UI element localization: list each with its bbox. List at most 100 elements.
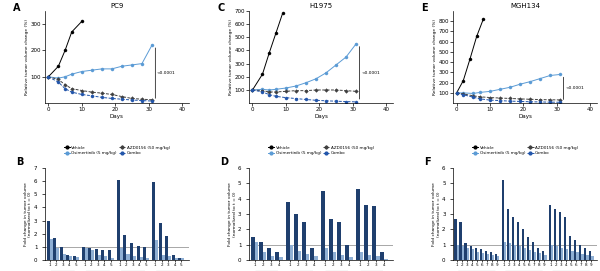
Bar [337,222,341,260]
Bar [472,249,474,260]
Bar [556,246,559,260]
Bar [88,248,91,260]
Bar [133,256,136,260]
Y-axis label: Relative tumor volume change (%): Relative tumor volume change (%) [229,19,233,95]
Bar [251,237,255,260]
Bar [581,254,584,260]
Bar [165,236,168,260]
Bar [175,257,178,260]
Bar [506,209,509,260]
Bar [356,189,360,260]
Bar [566,249,568,260]
Bar [140,257,143,260]
Bar [294,214,298,260]
Bar [569,235,571,260]
Bar [117,180,120,260]
Bar [376,256,380,260]
Bar [298,251,301,260]
Bar [586,255,589,260]
Bar [559,212,561,260]
Bar [548,205,551,260]
Bar [111,257,114,260]
Bar [542,251,544,260]
Bar [579,245,581,260]
Bar [492,255,494,260]
Bar [286,202,290,260]
Bar [47,221,50,260]
Bar [360,253,364,260]
Bar [502,180,504,260]
Bar [146,257,149,260]
X-axis label: Days: Days [110,114,124,119]
Bar [275,253,279,260]
Bar [158,223,161,260]
Bar [477,252,479,260]
Title: MGH134: MGH134 [510,3,540,9]
Bar [267,248,271,260]
Legend: Vehicle, Osimertinib (5 mg/kg), AZD0156 (50 mg/kg), Combo: Vehicle, Osimertinib (5 mg/kg), AZD0156 … [62,144,172,157]
Text: C: C [218,4,225,14]
Bar [143,247,146,260]
Bar [517,222,519,260]
Bar [592,256,593,260]
Text: D: D [220,157,229,167]
Bar [172,255,175,260]
Bar [479,249,482,260]
Bar [50,239,53,260]
Text: A: A [13,4,21,14]
Y-axis label: Fold change in tumor volume
(normalized to t = 0): Fold change in tumor volume (normalized … [228,182,236,246]
Bar [485,251,487,260]
Bar [494,254,497,260]
Bar [255,242,259,260]
Bar [564,217,566,260]
Bar [181,258,184,260]
Bar [76,257,79,260]
Bar [504,242,506,260]
Title: PC9: PC9 [110,3,124,9]
Bar [127,254,130,260]
Bar [59,247,62,260]
Text: B: B [16,157,23,167]
Bar [467,248,469,260]
Bar [544,255,547,260]
Bar [521,229,524,260]
Bar [168,256,171,260]
Bar [529,250,532,260]
Bar [333,253,337,260]
Bar [561,248,563,260]
Bar [341,255,344,260]
Text: <0.0001: <0.0001 [565,86,584,90]
Bar [584,248,586,260]
Bar [62,254,66,260]
X-axis label: Days: Days [518,114,532,119]
Bar [73,256,76,260]
Bar [98,255,101,260]
Bar [349,257,353,260]
Bar [124,235,127,260]
Bar [329,219,333,260]
Bar [470,246,472,260]
Bar [152,182,155,260]
Bar [534,252,536,260]
Bar [457,245,459,260]
Bar [460,222,462,260]
Y-axis label: Relative tumor volume change (%): Relative tumor volume change (%) [25,19,29,95]
Y-axis label: Relative tumor volume change (%): Relative tumor volume change (%) [433,19,437,95]
Bar [532,242,534,260]
Bar [454,219,457,260]
Bar [571,251,574,260]
Bar [497,256,499,260]
Title: H1975: H1975 [310,3,332,9]
Bar [321,191,325,260]
Bar [364,205,368,260]
Bar [108,250,111,260]
Bar [527,237,529,260]
Bar [290,245,293,260]
Bar [53,238,56,260]
Bar [576,253,578,260]
Y-axis label: Fold change in tumor volume
(normalized to t = 0): Fold change in tumor volume (normalized … [432,182,441,246]
Bar [279,257,283,260]
Bar [306,254,310,260]
Text: F: F [425,157,431,167]
Bar [482,253,484,260]
